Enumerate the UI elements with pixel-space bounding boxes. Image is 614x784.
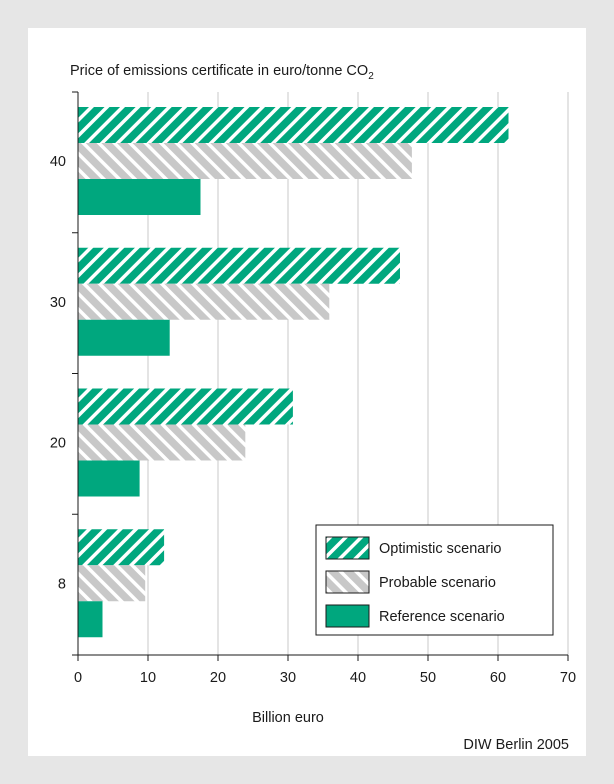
legend-swatch	[325, 570, 370, 594]
y-tick-label: 30	[50, 295, 66, 311]
bar-optimistic-scenario	[78, 247, 400, 284]
x-tick-label: 20	[210, 670, 226, 686]
chart-title-subscript: 2	[368, 71, 374, 82]
legend-label: Probable scenario	[379, 575, 496, 591]
legend-swatch	[325, 536, 370, 560]
axes: 40 30 20 8 0 10 20 30 40 50 60 70	[50, 91, 576, 686]
bar-chart: Price of emissions certificate in euro/t…	[50, 63, 576, 753]
x-tick-label: 30	[280, 670, 296, 686]
y-tick-label: 20	[50, 436, 66, 452]
bar-reference-scenario	[78, 179, 201, 215]
bar-probable-scenario	[78, 283, 330, 320]
x-tick-label: 50	[420, 670, 436, 686]
bar-reference-scenario	[78, 319, 170, 356]
y-tick-label: 8	[58, 576, 66, 592]
x-tick-label: 40	[350, 670, 366, 686]
chart-title-text: Price of emissions certificate in euro/t…	[70, 63, 368, 79]
bars	[78, 107, 509, 638]
legend: Optimistic scenario Probable scenario Refe…	[315, 524, 554, 636]
bar-reference-scenario	[78, 460, 140, 497]
x-tick-label: 10	[140, 670, 156, 686]
x-axis-label: Billion euro	[252, 710, 324, 726]
bar-optimistic-scenario	[78, 388, 293, 425]
bar-optimistic-scenario	[78, 107, 509, 143]
chart-panel: Price of emissions certificate in euro/t…	[28, 28, 586, 756]
grid-lines	[147, 92, 569, 655]
legend-label: Optimistic scenario	[379, 541, 501, 557]
chart-title: Price of emissions certificate in euro/t…	[70, 63, 374, 82]
bar-optimistic-scenario	[78, 529, 165, 566]
x-tick-label: 70	[560, 670, 576, 686]
legend-swatch	[325, 604, 370, 628]
x-tick-label: 0	[74, 670, 82, 686]
y-tick-label: 40	[50, 154, 66, 170]
x-tick-label: 60	[490, 670, 506, 686]
source-note: DIW Berlin 2005	[463, 737, 569, 753]
bar-probable-scenario	[78, 143, 412, 179]
bar-probable-scenario	[78, 424, 246, 461]
bar-probable-scenario	[78, 565, 146, 602]
bar-reference-scenario	[78, 601, 103, 638]
legend-label: Reference scenario	[379, 609, 505, 625]
